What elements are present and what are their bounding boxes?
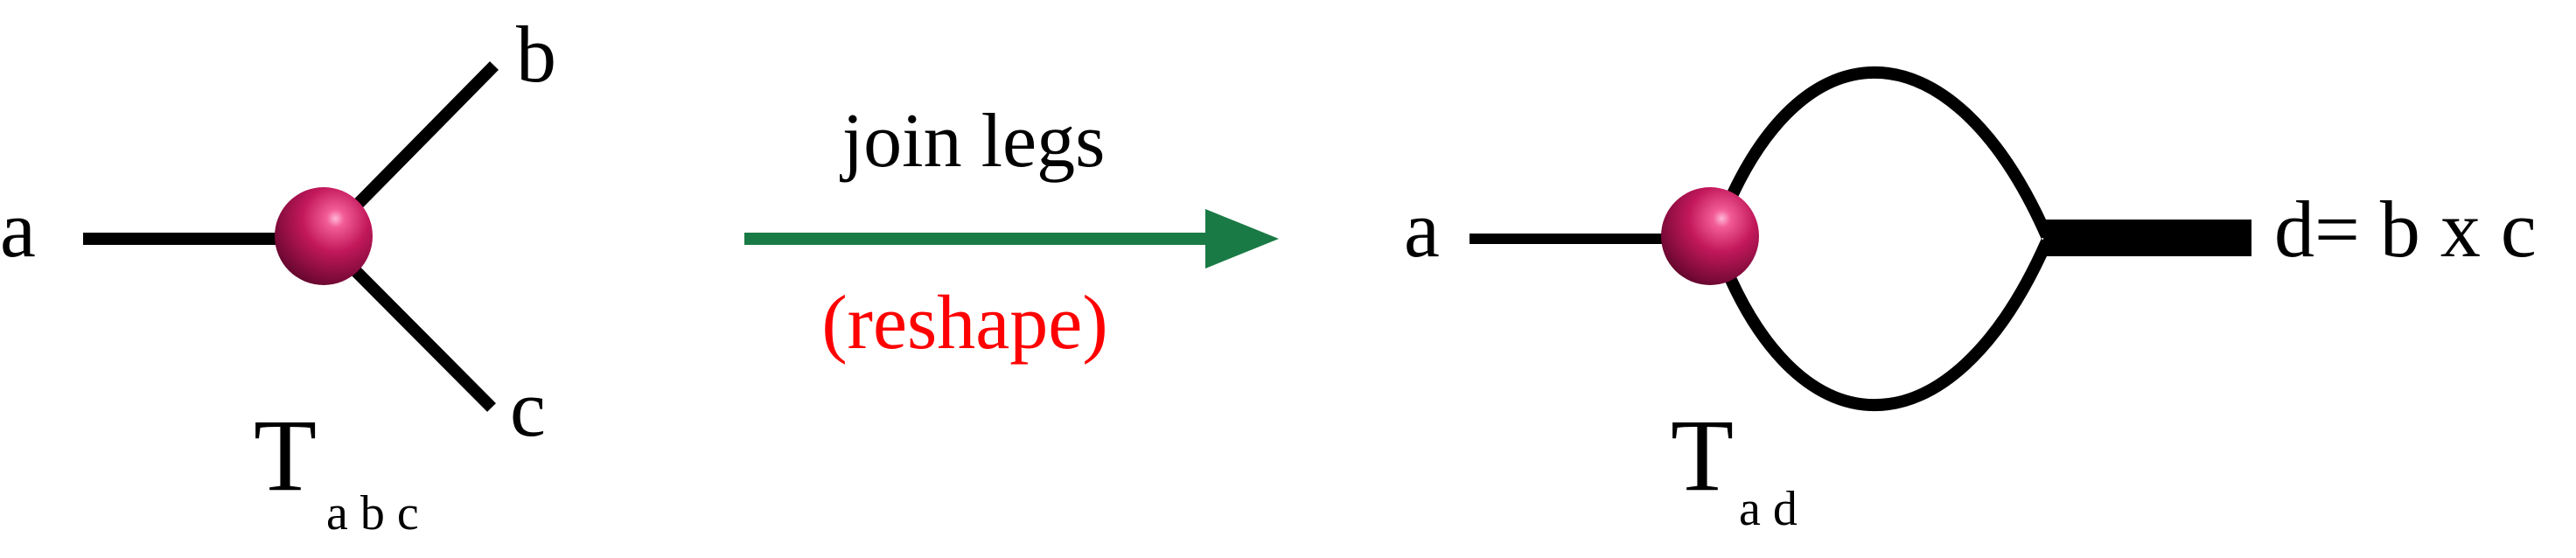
right-tensor-subscript: a d	[1739, 482, 1798, 536]
lower-loop-leg	[1708, 236, 2053, 411]
arrow-head	[1205, 209, 1279, 269]
left-leg-a-label: a	[0, 185, 36, 274]
combined-leg-d	[2043, 220, 2251, 256]
right-tensor: a d= b x c T a d	[1404, 66, 2537, 536]
upper-loop-leg	[1708, 66, 2053, 241]
left-leg-c-label: c	[510, 364, 546, 453]
right-leg-a-label: a	[1404, 185, 1440, 274]
right-tensor-name: T	[1671, 398, 1734, 513]
operation-arrow-group: join legs (reshape)	[744, 99, 1279, 366]
left-leg-b-label: b	[516, 10, 556, 99]
join-legs-label: join legs	[840, 99, 1106, 184]
left-tensor-name: T	[254, 398, 317, 513]
right-tensor-node	[1661, 187, 1759, 285]
reshape-label: (reshape)	[821, 281, 1107, 366]
left-tensor: a b c T a b c	[0, 10, 556, 541]
left-tensor-subscript: a b c	[326, 486, 419, 541]
left-tensor-node	[275, 187, 373, 285]
right-leg-d-label: d= b x c	[2274, 185, 2537, 274]
